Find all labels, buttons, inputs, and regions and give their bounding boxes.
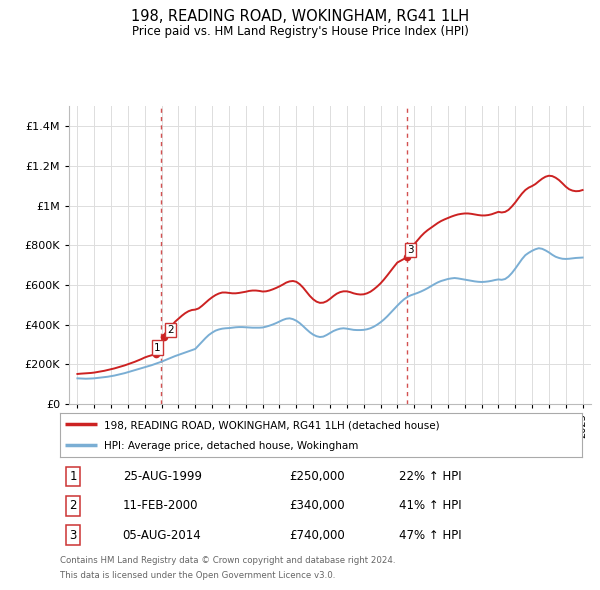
Text: 41% ↑ HPI: 41% ↑ HPI [400, 499, 462, 513]
Text: £340,000: £340,000 [290, 499, 346, 513]
Text: 2: 2 [70, 499, 77, 513]
Text: 47% ↑ HPI: 47% ↑ HPI [400, 529, 462, 542]
Text: 3: 3 [407, 245, 414, 255]
Text: 198, READING ROAD, WOKINGHAM, RG41 1LH: 198, READING ROAD, WOKINGHAM, RG41 1LH [131, 9, 469, 24]
Text: £250,000: £250,000 [290, 470, 346, 483]
Text: This data is licensed under the Open Government Licence v3.0.: This data is licensed under the Open Gov… [60, 571, 335, 580]
Text: £740,000: £740,000 [290, 529, 346, 542]
Text: 198, READING ROAD, WOKINGHAM, RG41 1LH (detached house): 198, READING ROAD, WOKINGHAM, RG41 1LH (… [104, 421, 440, 430]
Text: 22% ↑ HPI: 22% ↑ HPI [400, 470, 462, 483]
Text: 2: 2 [167, 324, 173, 335]
Text: Price paid vs. HM Land Registry's House Price Index (HPI): Price paid vs. HM Land Registry's House … [131, 25, 469, 38]
Text: 11-FEB-2000: 11-FEB-2000 [122, 499, 198, 513]
Text: 05-AUG-2014: 05-AUG-2014 [122, 529, 202, 542]
Text: 1: 1 [154, 343, 161, 353]
Text: 25-AUG-1999: 25-AUG-1999 [122, 470, 202, 483]
Text: 1: 1 [70, 470, 77, 483]
Text: HPI: Average price, detached house, Wokingham: HPI: Average price, detached house, Woki… [104, 441, 359, 451]
Text: 3: 3 [70, 529, 77, 542]
Text: Contains HM Land Registry data © Crown copyright and database right 2024.: Contains HM Land Registry data © Crown c… [60, 556, 395, 565]
